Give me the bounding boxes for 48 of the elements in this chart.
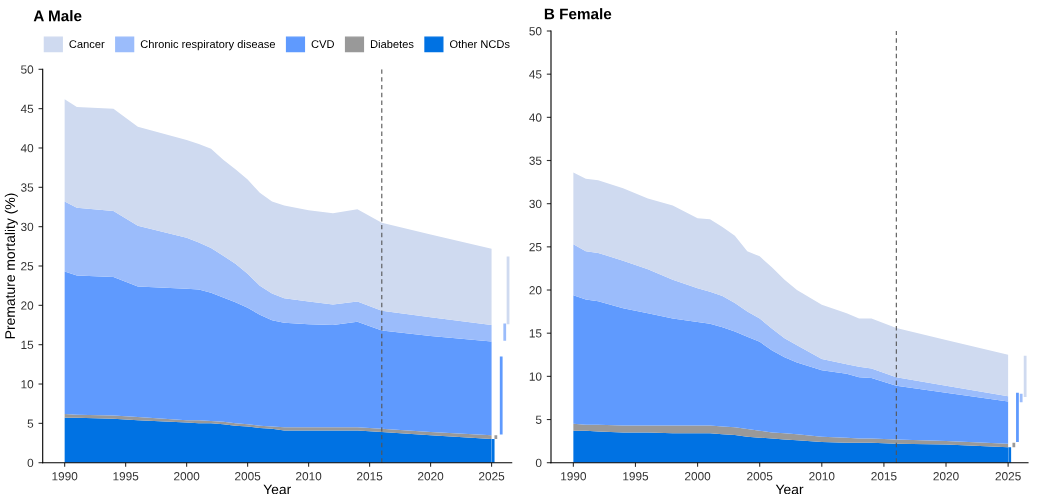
y-tick-label: 35	[529, 156, 542, 165]
y-tick-label: 15	[529, 329, 542, 338]
y-tick-label: 20	[529, 286, 542, 295]
x-tick-label: 1990	[561, 472, 587, 481]
x-axis-title: Year	[263, 484, 292, 494]
x-tick-label: 2000	[685, 472, 711, 481]
y-tick-label: 25	[529, 242, 542, 252]
y-tick-label: 5	[535, 415, 542, 424]
y-tick-label: 50	[529, 27, 542, 36]
x-tick-label: 2020	[933, 472, 959, 481]
y-tick-label: 20	[21, 301, 34, 310]
legend-label: Other NCDs	[449, 39, 510, 49]
x-tick-label: 2015	[871, 472, 897, 481]
chart-title: B Female	[544, 8, 612, 20]
y-tick-label: 40	[529, 113, 542, 122]
x-tick-label: 1995	[113, 472, 139, 481]
y-tick-label: 35	[20, 183, 34, 192]
x-tick-label: 2025	[479, 472, 505, 481]
x-tick-label: 2025	[995, 472, 1021, 481]
y-tick-label: 5	[27, 419, 34, 428]
y-tick-label: 50	[21, 65, 34, 74]
y-tick-label: 30	[529, 199, 542, 209]
x-tick-label: 2020	[418, 472, 444, 481]
y-tick-label: 45	[20, 104, 34, 114]
y-axis-title: Premature mortality (%)	[4, 193, 18, 339]
legend-label: CVD	[311, 40, 334, 49]
y-tick-label: 0	[27, 458, 34, 468]
x-tick-label: 2000	[174, 472, 200, 481]
chart-title: A Male	[33, 10, 82, 22]
y-tick-label: 15	[21, 340, 34, 350]
x-tick-label: 2010	[809, 472, 835, 481]
y-tick-label: 30	[20, 222, 34, 232]
x-axis-title: Year	[775, 484, 804, 494]
y-tick-label: 45	[529, 70, 542, 79]
legend-label: Chronic respiratory disease	[140, 39, 275, 51]
x-tick-label: 2005	[747, 472, 773, 481]
legend-label: Diabetes	[370, 39, 414, 49]
y-tick-label: 0	[535, 458, 542, 468]
x-tick-label: 2015	[357, 472, 383, 481]
y-tick-label: 25	[21, 262, 34, 271]
legend-label: Cancer	[69, 40, 105, 49]
x-tick-label: 2010	[296, 472, 322, 481]
y-tick-label: 10	[529, 372, 542, 381]
y-tick-label: 10	[21, 380, 34, 389]
x-tick-label: 1995	[623, 472, 649, 481]
x-tick-label: 1990	[52, 472, 78, 481]
y-tick-label: 40	[20, 144, 34, 153]
x-tick-label: 2005	[235, 472, 261, 481]
